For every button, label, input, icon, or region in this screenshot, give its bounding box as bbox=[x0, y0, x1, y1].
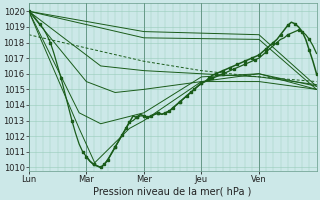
X-axis label: Pression niveau de la mer( hPa ): Pression niveau de la mer( hPa ) bbox=[93, 187, 252, 197]
